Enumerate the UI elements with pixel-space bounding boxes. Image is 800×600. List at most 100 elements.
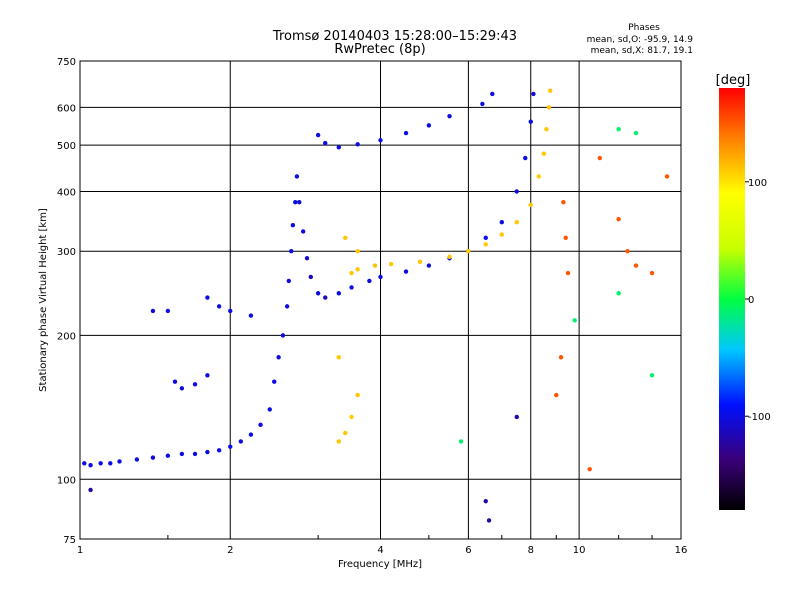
data-point (616, 126, 621, 132)
data-point (343, 430, 348, 436)
y-tick-label: 100 (57, 475, 76, 486)
data-point (499, 220, 505, 225)
data-point (88, 463, 93, 468)
data-point (528, 202, 533, 208)
x-tick-label: 4 (377, 545, 383, 556)
data-point (355, 392, 360, 398)
tick-labels: 1 2 4 6 8 10 16 75 100 200 300 400 500 600 750 (57, 57, 687, 556)
x-tick-label: 16 (675, 545, 688, 556)
data-point (490, 91, 495, 97)
chart-title: Tromsø 20140403 15:28:00–15:29:43 (272, 29, 517, 44)
colorbar-ticks: 100 0 -100 (745, 178, 771, 423)
phases-x-stats: mean, sd,X: 81.7, 19.1 (591, 46, 693, 56)
data-point (499, 232, 505, 237)
data-point (134, 457, 140, 462)
data-point (531, 91, 536, 97)
data-point (165, 453, 171, 458)
data-point (355, 249, 360, 254)
phases-heading: Phases (628, 23, 660, 33)
data-point (554, 392, 559, 398)
data-point (238, 439, 244, 444)
data-point (403, 269, 409, 274)
data-point (372, 263, 378, 268)
data-point (649, 270, 655, 276)
data-point (294, 174, 300, 179)
data-point (378, 138, 383, 143)
data-point (165, 308, 171, 314)
data-point (323, 295, 328, 300)
data-point (355, 267, 360, 272)
data-point (558, 355, 564, 360)
data-point (355, 142, 360, 147)
data-point (216, 304, 222, 309)
data-point (323, 140, 328, 146)
data-point (179, 386, 185, 391)
x-tick-label: 1 (77, 545, 83, 556)
data-point (284, 304, 290, 309)
y-tick-label: 400 (57, 187, 76, 198)
data-point (458, 439, 464, 444)
data-point (98, 461, 103, 466)
data-point (483, 498, 488, 504)
data-point (541, 151, 547, 156)
data-point (315, 132, 321, 138)
data-point (192, 451, 198, 457)
data-point (625, 249, 630, 254)
data-point (293, 199, 298, 205)
x-tick-label: 8 (528, 545, 534, 556)
colorbar-label: [deg] (716, 73, 751, 88)
data-point (308, 274, 313, 280)
y-tick-label: 200 (57, 331, 76, 342)
data-point (528, 119, 533, 124)
echo-points (82, 88, 670, 523)
data-point (483, 242, 488, 247)
colorbar-tick-label: 0 (748, 295, 754, 306)
x-tick-label: 10 (573, 545, 586, 556)
data-point (172, 379, 178, 384)
plot-frame (79, 60, 682, 540)
data-point (300, 229, 306, 234)
data-point (108, 461, 113, 466)
grid-lines (80, 61, 681, 539)
data-point (367, 278, 372, 284)
data-point (480, 101, 485, 107)
data-point (205, 295, 210, 300)
data-point (216, 448, 222, 453)
data-point (514, 189, 519, 194)
data-point (447, 113, 452, 119)
data-point (403, 130, 409, 136)
data-point (88, 487, 93, 493)
data-point (179, 451, 185, 457)
data-point (388, 261, 394, 267)
data-point (546, 105, 552, 110)
data-point (290, 223, 296, 228)
data-point (597, 155, 602, 161)
data-point (336, 145, 342, 150)
data-point (349, 285, 354, 290)
colorbar-tick-label: -100 (748, 412, 771, 423)
data-point (483, 235, 488, 241)
y-tick-label: 75 (63, 535, 76, 546)
y-tick-label: 500 (57, 141, 76, 152)
data-point (572, 318, 577, 323)
data-point (349, 414, 354, 420)
data-point (248, 313, 254, 318)
data-point (466, 249, 471, 254)
y-tick-label: 600 (57, 103, 76, 114)
y-tick-label: 300 (57, 247, 76, 258)
data-point (289, 249, 294, 254)
data-point (547, 88, 553, 93)
x-tick-label: 6 (465, 545, 471, 556)
data-point (205, 373, 210, 378)
y-axis-label: Stationary phase Virtual Height [km] (38, 208, 49, 392)
data-point (426, 123, 432, 128)
data-point (633, 263, 639, 268)
data-point (228, 444, 233, 449)
data-point (561, 199, 566, 205)
chart-subtitle: RwPretec (8p) (334, 42, 425, 57)
data-point (563, 235, 568, 241)
data-point (297, 199, 302, 205)
data-point (587, 466, 592, 472)
data-point (417, 259, 423, 265)
data-point (536, 174, 541, 179)
